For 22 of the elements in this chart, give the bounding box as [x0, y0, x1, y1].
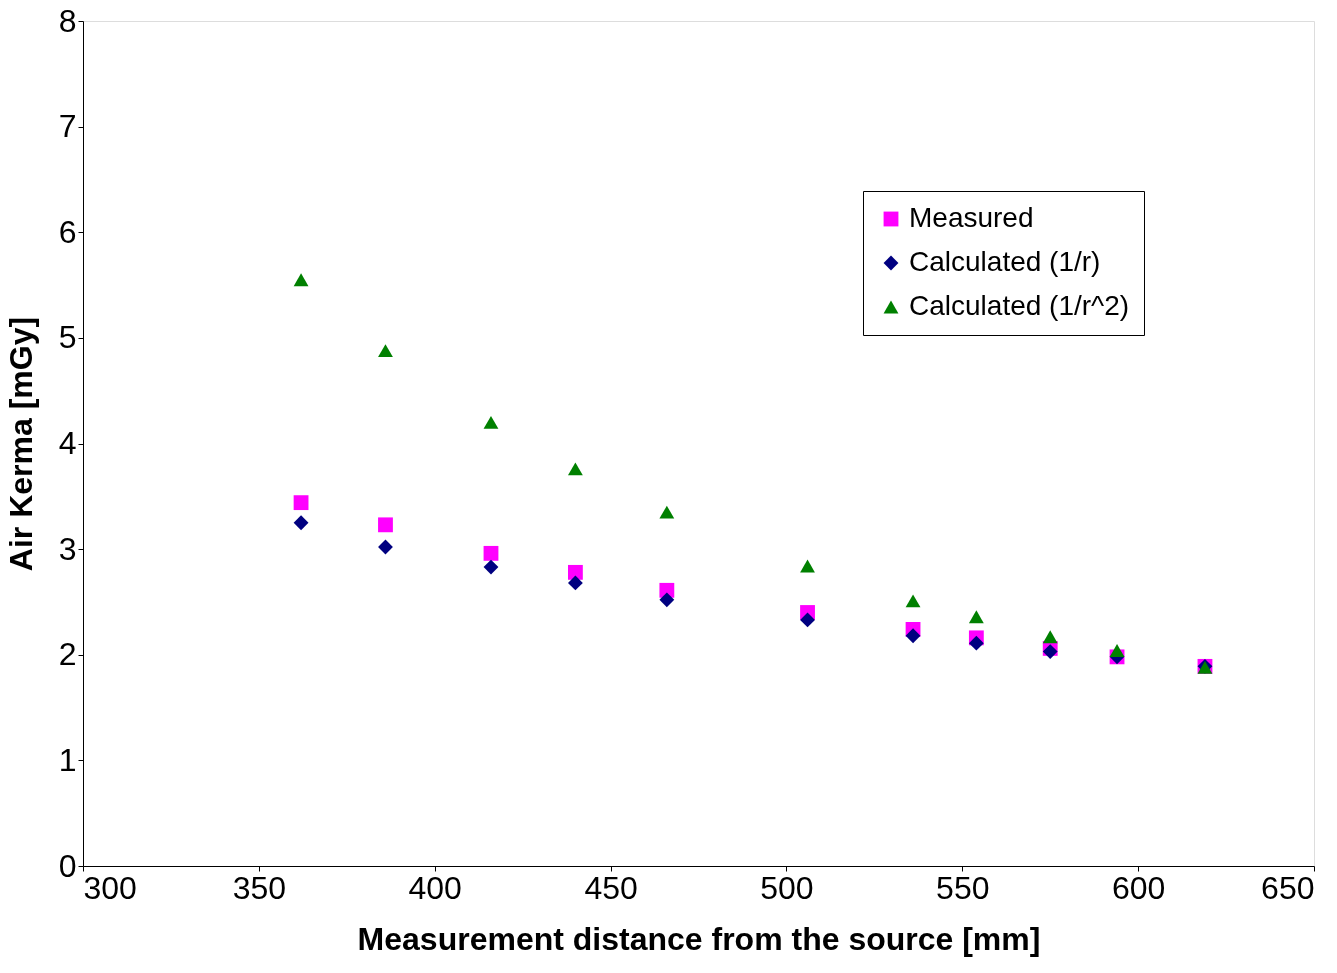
x-tick-label: 400	[408, 869, 462, 906]
y-tick-label: 5	[58, 319, 77, 356]
x-tick-label: 550	[936, 869, 990, 906]
y-tick-label: 2	[58, 636, 77, 673]
y-tick-label: 6	[58, 213, 77, 250]
x-tick-label: 300	[83, 869, 137, 906]
y-tick-label: 8	[58, 2, 77, 39]
legend-label: Calculated (1/r^2)	[909, 290, 1130, 321]
x-tick-label: 350	[232, 869, 287, 906]
x-axis-title: Measurement distance from the source [mm]	[357, 920, 1041, 957]
x-tick-label: 500	[760, 869, 814, 906]
legend-label: Calculated (1/r)	[909, 246, 1101, 277]
y-axis-title: Air Kerma [mGy]	[2, 316, 39, 572]
x-tick-label: 600	[1111, 869, 1166, 906]
legend-label: Measured	[909, 202, 1034, 233]
y-tick-label: 3	[58, 530, 77, 567]
y-tick-label: 4	[58, 425, 77, 461]
y-tick-label: 1	[58, 741, 77, 778]
y-tick-label: 7	[58, 108, 77, 145]
y-tick-label: 0	[58, 847, 77, 884]
x-tick-label: 650	[1261, 869, 1315, 906]
x-tick-label: 450	[584, 869, 638, 906]
